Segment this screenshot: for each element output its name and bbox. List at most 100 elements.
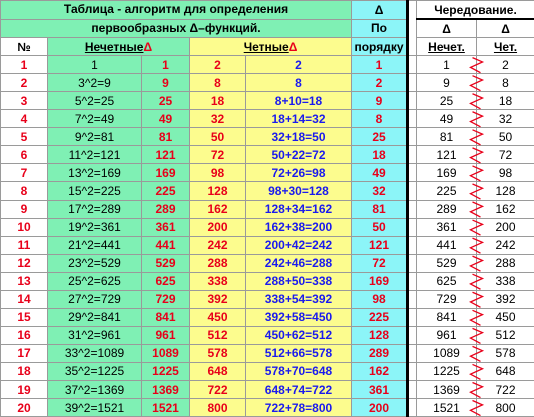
order-delta: 72 (351, 253, 408, 273)
even-sum: 512+66=578 (245, 343, 352, 363)
even-delta: 2 (189, 55, 246, 75)
row-number: 15 (0, 307, 48, 327)
alt-even: 72 (476, 145, 534, 165)
odd-delta: 1521 (141, 398, 190, 417)
order-delta: 128 (351, 325, 408, 345)
order-delta: 289 (351, 343, 408, 363)
alt-even: 800 (476, 398, 534, 417)
order-delta: 200 (351, 398, 408, 417)
order-delta: 49 (351, 163, 408, 183)
table-row: 9 17^2=289 289 162 128+34=162 81 289 162 (0, 199, 534, 219)
alt-odd: 729 (416, 289, 477, 309)
order-label-header: порядку (351, 37, 408, 57)
order-delta: 18 (351, 145, 408, 165)
row-number: 2 (0, 73, 48, 93)
even-sum: 450+62=512 (245, 325, 352, 345)
even-sum: 50+22=72 (245, 145, 352, 165)
odd-delta: 529 (141, 253, 190, 273)
row-number: 1 (0, 55, 48, 75)
alt-even: 722 (476, 379, 534, 400)
order-delta: 361 (351, 379, 408, 400)
alt-even: 8 (476, 73, 534, 93)
row-number: 7 (0, 163, 48, 183)
odd-delta: 841 (141, 307, 190, 327)
alt-odd: 529 (416, 253, 477, 273)
separator-cell (406, 199, 417, 219)
even-sum: 162+38=200 (245, 217, 352, 237)
odd-square: 23^2=529 (47, 253, 142, 273)
alt-even: 450 (476, 307, 534, 327)
separator-cell (406, 127, 417, 147)
even-sum: 288+50=338 (245, 271, 352, 291)
odd-delta: 169 (141, 163, 190, 183)
even-header-delta: Δ (288, 39, 298, 54)
table-row: 13 25^2=625 625 338 288+50=338 169 625 338 (0, 271, 534, 291)
even-sum: 578+70=648 (245, 361, 352, 381)
odd-square: 37^2=1369 (47, 379, 142, 400)
even-delta: 800 (189, 398, 246, 417)
alt-even: 32 (476, 109, 534, 129)
alt-odd: 1089 (416, 343, 477, 363)
even-delta: 200 (189, 217, 246, 237)
alt-odd: 1 (416, 55, 477, 75)
even-sum: 242+46=288 (245, 253, 352, 273)
table-row: 2 3^2=9 9 8 8 2 9 8 (0, 73, 534, 93)
order-delta: 121 (351, 235, 408, 255)
even-sum: 8 (245, 73, 352, 93)
odd-delta: 225 (141, 181, 190, 201)
even-sum: 2 (245, 55, 352, 75)
alt-even: 338 (476, 271, 534, 291)
order-delta: 1 (351, 55, 408, 75)
odd-square: 21^2=441 (47, 235, 142, 255)
row-number: 18 (0, 361, 48, 381)
alt-odd: 441 (416, 235, 477, 255)
table-row: 19 37^2=1369 1369 722 648+74=722 361 1369 722 (0, 379, 534, 400)
odd-square: 17^2=289 (47, 199, 142, 219)
table-row: 8 15^2=225 225 128 98+30=128 32 225 128 (0, 181, 534, 201)
odd-header-delta: Δ (143, 39, 153, 54)
row-number: 3 (0, 91, 48, 111)
separator-cell (406, 163, 417, 183)
row-number: 8 (0, 181, 48, 201)
table-row: 14 27^2=729 729 392 338+54=392 98 729 392 (0, 289, 534, 309)
separator-cell (406, 91, 417, 111)
order-delta: 98 (351, 289, 408, 309)
separator-cell (406, 343, 417, 363)
order-delta: 50 (351, 217, 408, 237)
table-row: 10 19^2=361 361 200 162+38=200 50 361 200 (0, 217, 534, 237)
even-delta: 578 (189, 343, 246, 363)
odd-delta: 121 (141, 145, 190, 165)
odd-square: 27^2=729 (47, 289, 142, 309)
even-header-label: Четные (243, 39, 289, 54)
even-sum: 128+34=162 (245, 199, 352, 219)
odd-delta: 361 (141, 217, 190, 237)
table-row: 4 7^2=49 49 32 18+14=32 8 49 32 (0, 109, 534, 129)
row-number: 20 (0, 398, 48, 417)
even-delta: 392 (189, 289, 246, 309)
odd-delta: 1 (141, 55, 190, 75)
table-title-line2: первообразных Δ–функций. (0, 18, 352, 39)
alt-odd: 289 (416, 199, 477, 219)
alt-odd: 169 (416, 163, 477, 183)
separator-cell (406, 271, 417, 291)
table-row: 16 31^2=961 961 512 450+62=512 128 961 512 (0, 325, 534, 345)
row-number: 12 (0, 253, 48, 273)
row-number: 10 (0, 217, 48, 237)
order-delta-symbol: Δ (374, 2, 384, 17)
even-sum: 32+18=50 (245, 127, 352, 147)
odd-column-header: НечетныеΔ (47, 37, 190, 57)
odd-square: 15^2=225 (47, 181, 142, 201)
even-delta: 18 (189, 91, 246, 111)
alt-odd: 625 (416, 271, 477, 291)
even-sum: 8+10=18 (245, 91, 352, 111)
even-delta: 98 (189, 163, 246, 183)
separator-cell (406, 307, 417, 327)
separator-cell (406, 235, 417, 255)
row-number: 5 (0, 127, 48, 147)
separator-cell (406, 181, 417, 201)
table-row: 20 39^2=1521 1521 800 722+78=800 200 1521 800 (0, 398, 534, 417)
even-delta: 32 (189, 109, 246, 129)
alt-even: 288 (476, 253, 534, 273)
